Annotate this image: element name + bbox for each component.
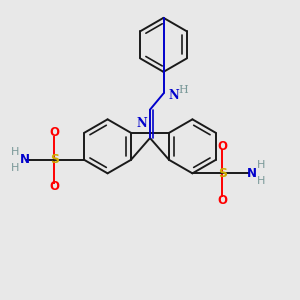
- Text: H: H: [257, 160, 265, 170]
- Text: N: N: [168, 89, 179, 102]
- Text: N: N: [20, 153, 29, 166]
- Text: H: H: [11, 163, 20, 173]
- Text: H: H: [11, 147, 20, 157]
- Text: S: S: [218, 167, 226, 180]
- Text: S: S: [50, 153, 59, 166]
- Text: N: N: [247, 167, 257, 180]
- Text: O: O: [217, 194, 227, 207]
- Text: O: O: [217, 140, 227, 153]
- Text: N: N: [136, 117, 147, 130]
- Text: O: O: [50, 180, 59, 193]
- Text: H: H: [257, 176, 265, 186]
- Text: O: O: [50, 126, 59, 140]
- Text: H: H: [178, 85, 188, 95]
